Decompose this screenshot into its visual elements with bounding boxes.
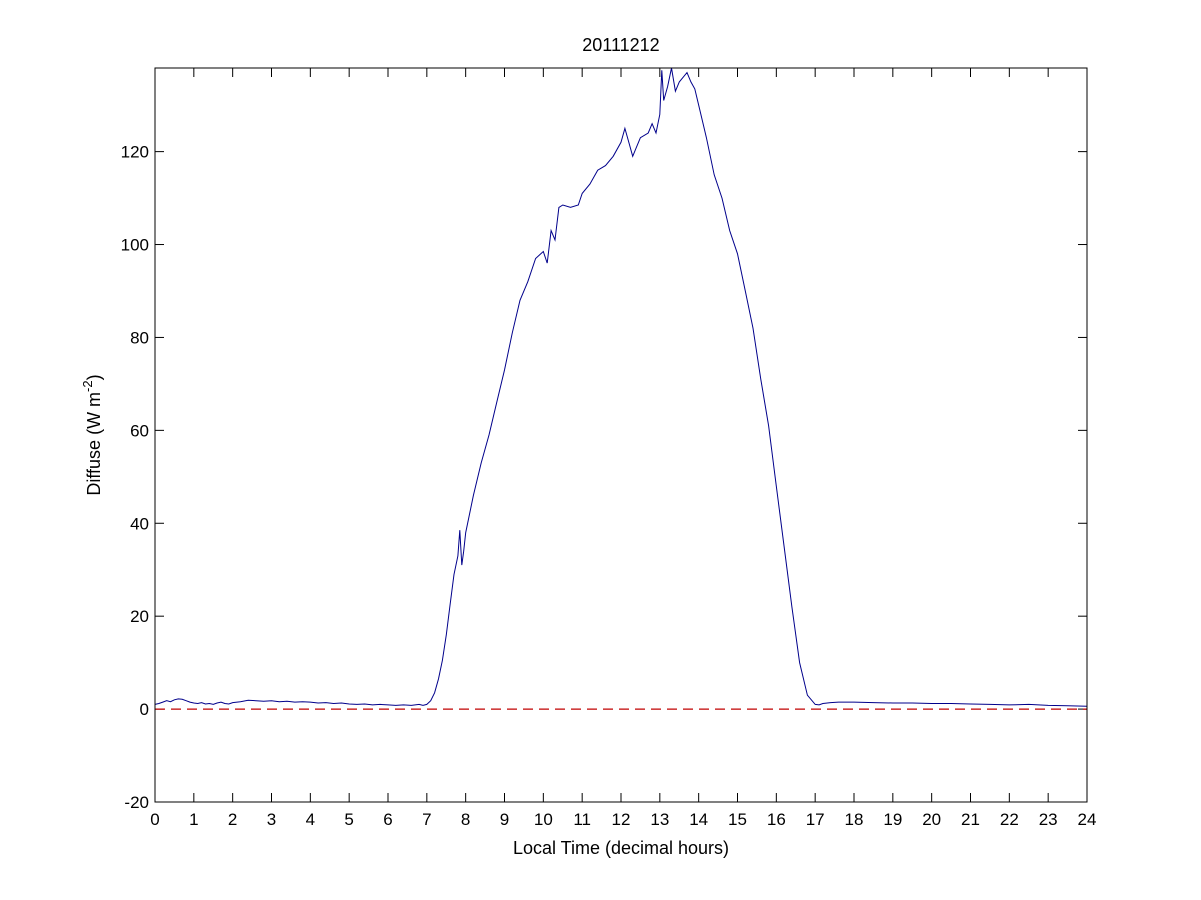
x-tick-label: 15 xyxy=(728,810,747,829)
x-tick-label: 17 xyxy=(806,810,825,829)
x-tick-label: 23 xyxy=(1039,810,1058,829)
x-tick-label: 4 xyxy=(306,810,315,829)
x-tick-label: 1 xyxy=(189,810,198,829)
x-tick-label: 20 xyxy=(922,810,941,829)
plot-background xyxy=(155,68,1087,802)
y-axis-label-prefix: Diffuse (W m xyxy=(84,392,104,496)
y-axis-label-superscript: -2 xyxy=(80,380,95,392)
x-tick-label: 10 xyxy=(534,810,553,829)
x-tick-label: 21 xyxy=(961,810,980,829)
x-axis: 0 1 2 3 4 5 6 7 8 9 10 11 12 13 14 15 16 17 18 19 20 21 22 23 24 xyxy=(150,68,1096,829)
x-tick-label: 6 xyxy=(383,810,392,829)
y-tick-label: 80 xyxy=(130,328,149,347)
x-tick-label: 22 xyxy=(1000,810,1019,829)
y-tick-label: 60 xyxy=(130,421,149,440)
y-tick-label: 20 xyxy=(130,607,149,626)
x-tick-label: 13 xyxy=(650,810,669,829)
x-tick-label: 2 xyxy=(228,810,237,829)
x-tick-label: 8 xyxy=(461,810,470,829)
x-tick-label: 24 xyxy=(1078,810,1097,829)
y-tick-label: 40 xyxy=(130,514,149,533)
x-tick-label: 7 xyxy=(422,810,431,829)
x-tick-label: 0 xyxy=(150,810,159,829)
x-axis-label: Local Time (decimal hours) xyxy=(513,838,729,858)
x-tick-label: 12 xyxy=(612,810,631,829)
chart-title: 20111212 xyxy=(582,35,659,55)
x-tick-label: 16 xyxy=(767,810,786,829)
y-axis-label: Diffuse (W m-2) xyxy=(80,374,104,495)
x-tick-label: 3 xyxy=(267,810,276,829)
y-axis-label-suffix: ) xyxy=(84,374,104,380)
x-tick-label: 14 xyxy=(689,810,708,829)
x-tick-label: 11 xyxy=(573,810,591,829)
series-line xyxy=(154,67,1088,707)
y-tick-label: -20 xyxy=(124,793,149,812)
y-axis: -20 0 20 40 60 80 100 120 xyxy=(121,143,1087,812)
x-tick-label: 5 xyxy=(344,810,353,829)
y-tick-label: 120 xyxy=(121,143,149,162)
y-tick-label: 100 xyxy=(121,236,149,255)
x-tick-label: 9 xyxy=(500,810,509,829)
plot-frame xyxy=(154,67,1088,803)
x-tick-label: 18 xyxy=(845,810,864,829)
x-tick-label: 19 xyxy=(883,810,902,829)
y-tick-label: 0 xyxy=(140,700,149,719)
